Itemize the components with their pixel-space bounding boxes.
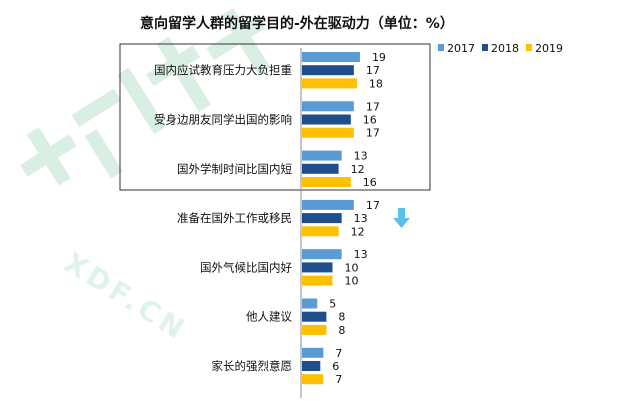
data-label: 6	[332, 360, 339, 373]
bar-2017	[302, 199, 354, 210]
data-label: 17	[366, 127, 380, 140]
bar-2018	[302, 311, 327, 322]
bar-2017	[302, 249, 342, 260]
legend-swatch	[438, 44, 444, 51]
data-label: 10	[345, 261, 359, 274]
bar-2018	[302, 65, 354, 76]
bar-2017	[302, 347, 324, 358]
category-label: 国外气候比国内好	[200, 260, 292, 274]
data-label: 13	[354, 248, 368, 261]
data-label: 18	[369, 77, 383, 90]
bar-2018	[302, 213, 342, 224]
bar-2018	[302, 163, 339, 174]
category-label: 国内应试教育压力大负担重	[154, 63, 292, 77]
bar-2018	[302, 114, 351, 125]
bar-2017	[302, 298, 318, 309]
data-label: 16	[363, 114, 377, 127]
bar-2019	[302, 127, 354, 138]
data-label: 19	[372, 51, 386, 64]
data-label: 8	[338, 324, 345, 337]
legend-label: 2018	[491, 42, 519, 55]
data-label: 10	[345, 275, 359, 288]
data-label: 17	[366, 64, 380, 77]
bar-2017	[302, 101, 354, 112]
bar-2017	[302, 150, 342, 161]
chart-title: 意向留学人群的留学目的-外在驱动力（单位：%）	[140, 15, 454, 32]
data-label: 5	[329, 298, 336, 311]
legend-swatch	[482, 44, 488, 51]
data-label: 8	[338, 311, 345, 324]
data-label: 13	[354, 212, 368, 225]
bar-2018	[302, 262, 333, 273]
highlight-box	[119, 43, 431, 191]
category-label: 他人建议	[246, 310, 292, 324]
category-label: 国外学制时间比国内短	[177, 162, 292, 176]
bar-2018	[302, 361, 321, 371]
down-arrow-icon	[393, 208, 410, 228]
bar-2019	[302, 275, 333, 286]
data-label: 12	[351, 163, 365, 176]
category-label: 家长的强烈意愿	[212, 359, 293, 373]
category-label: 受身边朋友同学出国的影响	[154, 113, 292, 127]
legend: 2017 2018 2019	[438, 42, 563, 55]
bar-2019	[302, 324, 327, 335]
data-label: 12	[351, 225, 365, 238]
legend-label: 2017	[447, 42, 475, 55]
data-label: 7	[335, 373, 342, 386]
bar-2019	[302, 226, 339, 237]
category-labels: 国内应试教育压力大负担重受身边朋友同学出国的影响国外学制时间比国内短准备在国外工…	[154, 63, 292, 373]
data-label: 17	[366, 100, 380, 113]
bar-2019	[302, 177, 351, 187]
bar-2017	[302, 52, 360, 62]
legend-swatch	[526, 44, 532, 51]
data-label: 17	[366, 199, 380, 212]
data-label: 16	[363, 176, 377, 189]
legend-label: 2019	[535, 42, 563, 55]
bar-2019	[302, 78, 357, 89]
data-label: 7	[335, 347, 342, 360]
bar-2019	[302, 374, 324, 385]
watermark-subtext: XDF.CN	[58, 246, 193, 347]
data-label: 13	[354, 150, 368, 163]
category-label: 准备在国外工作或移民	[177, 211, 292, 225]
